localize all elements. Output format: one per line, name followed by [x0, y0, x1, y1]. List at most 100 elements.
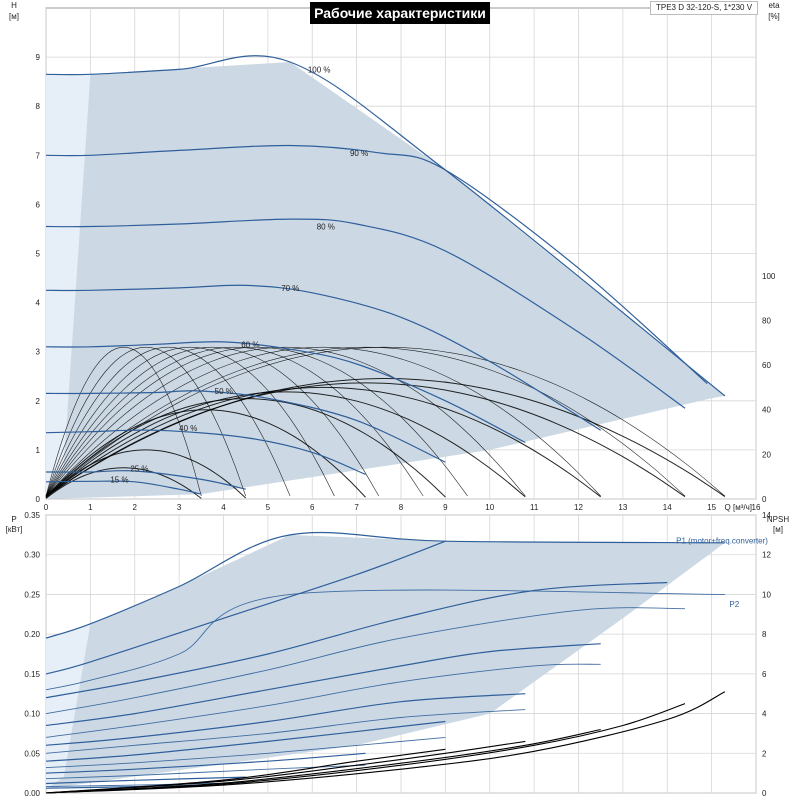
p2-curve	[45, 589, 725, 691]
top-eta-tick-label: 0	[762, 495, 767, 504]
bottom-y-axis-label: P	[11, 515, 16, 524]
head-curve-label: 80 %	[317, 222, 335, 231]
head-curve-label: 15 %	[110, 475, 128, 484]
efficiency-curve	[45, 346, 424, 497]
efficiency-curve	[45, 346, 468, 497]
p2-curve	[45, 607, 686, 715]
head-curve	[45, 144, 708, 385]
bottom-y-tick-label: 0.35	[24, 511, 40, 520]
top-x-tick-label: 8	[399, 503, 404, 512]
bottom-y-tick-label: 0.00	[24, 789, 40, 798]
head-curve-label: 40 %	[179, 424, 197, 433]
efficiency-curve	[45, 346, 246, 497]
p1-curve	[45, 581, 668, 699]
power-npsh-chart: 0.00 0.05 0.10 0.15 0.20 0.25 0.30 0.35 0 2 4 6 8 10 1…	[6, 511, 790, 798]
head-curve-label: 60 %	[241, 340, 259, 349]
top-y-axis-unit: [м]	[9, 12, 19, 21]
efficiency-curve	[45, 382, 686, 498]
top-y-tick-label: 2	[36, 397, 41, 406]
bottom-npsh-axis-unit: [м]	[773, 525, 783, 534]
top-x-tick-label: 4	[221, 503, 226, 512]
efficiency-curve	[45, 386, 602, 498]
top-eta-tick-label: 40	[762, 406, 771, 415]
power-series-label: P1 (motor+freq.converter)	[676, 536, 768, 545]
top-x-tick-label: 2	[133, 503, 138, 512]
efficiency-curve	[45, 346, 726, 497]
bottom-npsh-tick-label: 12	[762, 551, 771, 560]
top-y-tick-label: 5	[36, 250, 41, 259]
top-envelope-low-flow	[46, 74, 91, 500]
top-x-tick-label: 6	[310, 503, 315, 512]
bottom-npsh-tick-label: 0	[762, 789, 767, 798]
top-eta-tick-label: 100	[762, 272, 776, 281]
head-flow-chart: 0 1 2 3 4 5 6 7 8 9 10 11 12 13 14 15 160123456789020406…	[9, 1, 780, 512]
top-x-tick-label: 11	[530, 503, 539, 512]
head-curve	[45, 341, 526, 444]
top-eta-tick-label: 60	[762, 361, 771, 370]
npsh-curve	[45, 691, 726, 794]
p2-curve	[45, 663, 601, 738]
head-curve	[45, 55, 726, 397]
npsh-curve	[45, 703, 686, 794]
top-x-axis-label: Q [м³/ч]	[725, 503, 752, 512]
head-curve	[45, 390, 446, 463]
head-curve-label: 100 %	[308, 65, 331, 74]
top-y-tick-label: 8	[36, 102, 41, 111]
head-curve-label: 90 %	[350, 149, 368, 158]
top-x-tick-label: 16	[752, 503, 761, 512]
bottom-y-tick-label: 0.15	[24, 670, 40, 679]
head-curve	[45, 429, 366, 475]
efficiency-curve	[45, 391, 526, 498]
p1-curve	[45, 643, 601, 727]
chart-title: Рабочие характеристики	[310, 2, 490, 24]
bottom-y-tick-label: 0.20	[24, 630, 40, 639]
p1-curve	[45, 693, 526, 746]
top-y-tick-label: 6	[36, 200, 41, 209]
p1-curve	[45, 752, 366, 774]
bottom-npsh-axis-label: NPSH	[767, 515, 789, 524]
p1-curve	[45, 540, 446, 675]
head-curve	[45, 480, 202, 495]
head-curve-label: 70 %	[281, 284, 299, 293]
top-y-axis-label: H	[11, 1, 17, 10]
top-x-tick-label: 13	[618, 503, 627, 512]
head-curve-label: 50 %	[215, 387, 233, 396]
top-x-tick-label: 5	[266, 503, 271, 512]
p1-curve	[45, 531, 725, 639]
efficiency-curve	[45, 346, 526, 497]
top-operating-envelope	[46, 62, 725, 499]
p1-curve	[45, 776, 246, 785]
top-y-tick-label: 1	[36, 446, 41, 455]
bottom-npsh-tick-label: 2	[762, 749, 767, 758]
bottom-operating-envelope	[46, 534, 725, 789]
bottom-y-tick-label: 0.10	[24, 710, 40, 719]
bottom-npsh-tick-label: 6	[762, 670, 767, 679]
bottom-npsh-tick-label: 14	[762, 511, 771, 520]
bottom-npsh-tick-label: 8	[762, 630, 767, 639]
top-eta-axis-label: eta	[768, 1, 780, 10]
top-x-tick-label: 10	[485, 503, 494, 512]
efficiency-curve	[45, 377, 726, 498]
efficiency-curve	[45, 346, 686, 497]
power-series-label: P2	[729, 600, 739, 609]
top-y-tick-label: 7	[36, 151, 41, 160]
npsh-curve	[45, 748, 446, 794]
p1-curve	[45, 720, 446, 762]
bottom-y-tick-label: 0.30	[24, 551, 40, 560]
top-y-tick-label: 9	[36, 53, 41, 62]
top-eta-tick-label: 80	[762, 316, 771, 325]
head-curve	[45, 218, 686, 409]
bottom-y-tick-label: 0.05	[24, 749, 40, 758]
bottom-y-tick-label: 0.25	[24, 590, 40, 599]
top-y-tick-label: 3	[36, 348, 41, 357]
head-curve	[45, 470, 246, 490]
pump-model-label: TPE3 D 32-120-S, 1*230 V	[650, 1, 758, 15]
p2-curve	[45, 736, 446, 769]
top-eta-axis-unit: [%]	[768, 12, 780, 21]
npsh-curve	[45, 728, 601, 794]
top-x-tick-label: 1	[88, 503, 93, 512]
p2-curve	[45, 709, 526, 754]
efficiency-curve	[45, 409, 366, 498]
bottom-y-axis-unit: [кВт]	[6, 525, 23, 534]
